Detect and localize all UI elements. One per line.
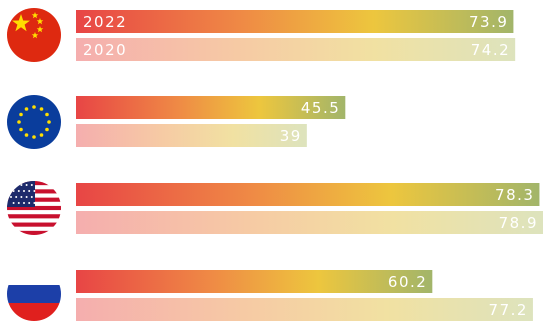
bar-2020-1	[76, 124, 307, 147]
data-label: 74.2	[471, 41, 510, 59]
data-label: 60.2	[388, 273, 427, 291]
data-label: 78.9	[499, 214, 538, 232]
data-label: 78.3	[495, 186, 534, 204]
flag-china-icon	[7, 8, 61, 62]
bar-2020-2	[76, 211, 543, 234]
bar-2022-2	[76, 183, 540, 206]
bar-2020-0	[76, 38, 516, 61]
bar-2020-3	[76, 298, 533, 321]
bar-2022-3	[76, 270, 433, 293]
flag-usa-icon	[7, 181, 61, 235]
legend-label: 2022	[83, 13, 127, 31]
data-label: 45.5	[301, 99, 340, 117]
flag-russia-icon	[7, 267, 61, 321]
data-label: 73.9	[469, 13, 508, 31]
legend-label: 2020	[83, 41, 127, 59]
data-label: 77.2	[489, 301, 528, 319]
data-label: 39	[280, 127, 302, 145]
flag-eu-icon	[7, 95, 61, 149]
bar-2022-1	[76, 96, 346, 119]
bar-2022-0	[76, 10, 514, 33]
bars-group: 73.9 2022 74.2 2020 45.5 39 78.3 78.9 60.2 77.2	[76, 10, 543, 321]
